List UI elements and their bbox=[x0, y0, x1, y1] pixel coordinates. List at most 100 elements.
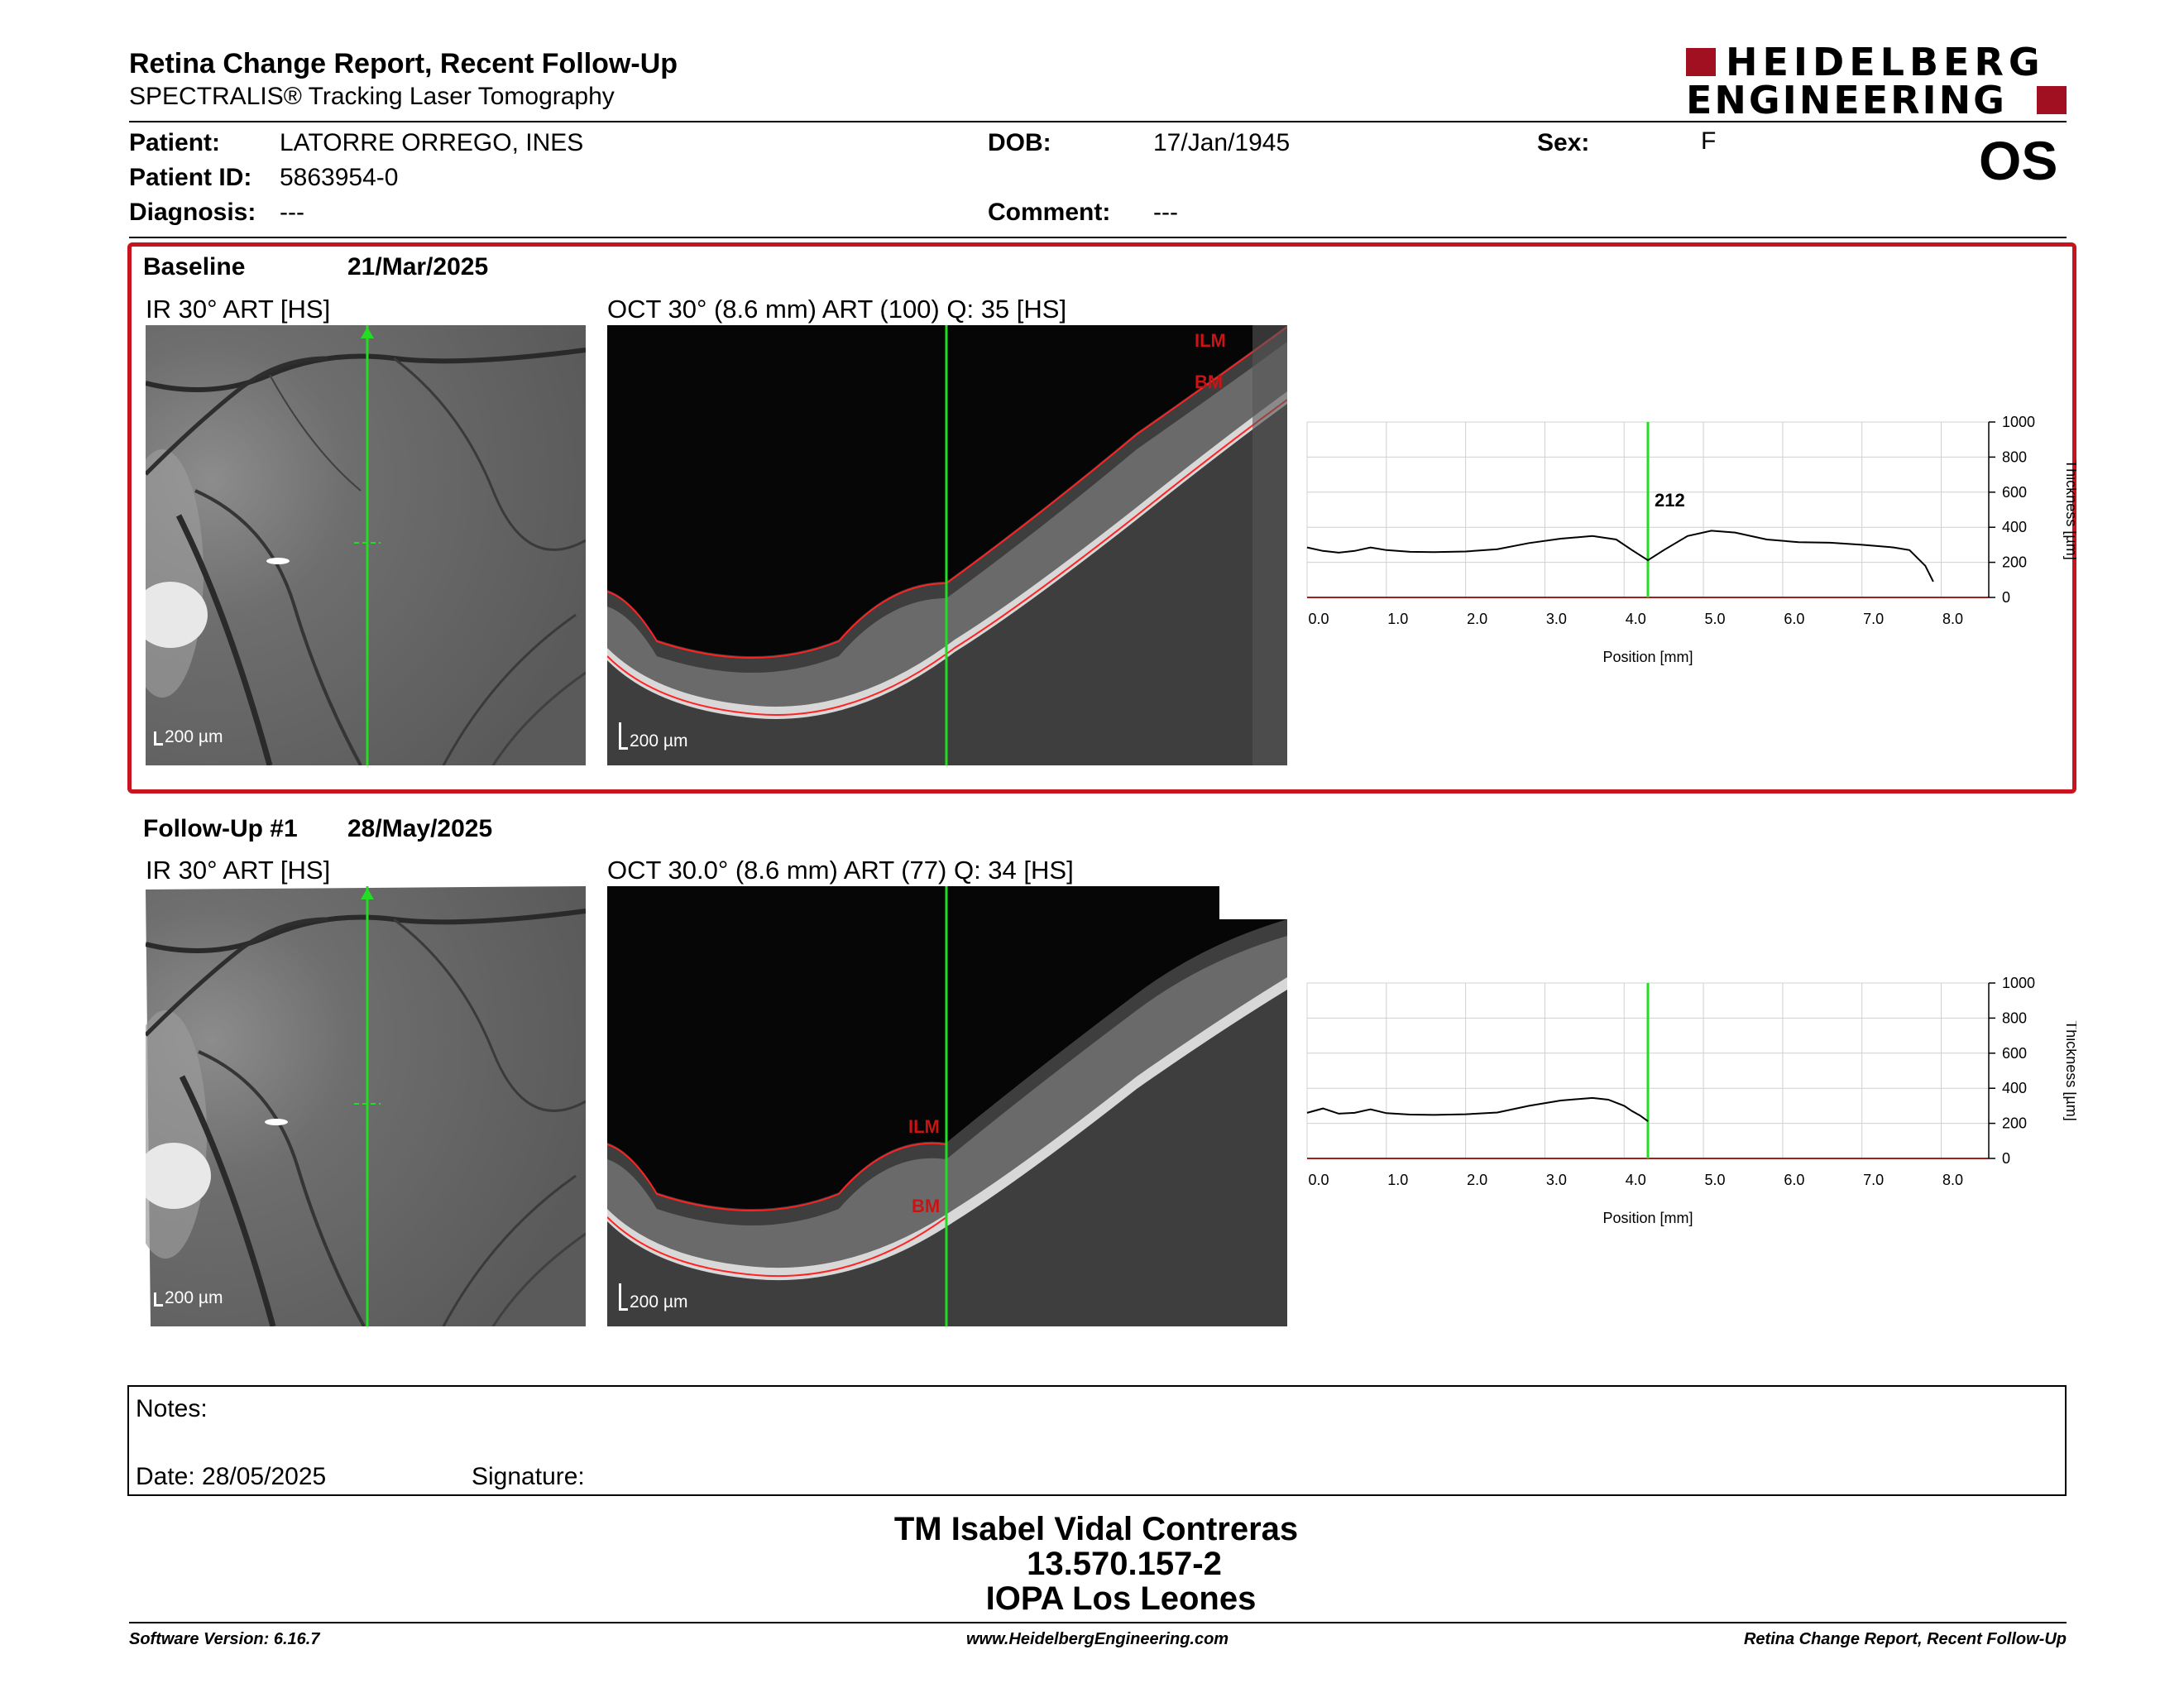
baseline-thickness-chart: 0.0 1.0 2.0 3.0 4.0 5.0 6.0 7.0 8.0 0 200 400 600 800… bbox=[1306, 414, 2076, 665]
followup-oct-scale: 200 µm bbox=[619, 1283, 687, 1312]
scale-bar-icon bbox=[154, 1292, 163, 1307]
footer-report-name: Retina Change Report, Recent Follow-Up bbox=[1743, 1630, 2067, 1648]
patient-divider bbox=[129, 237, 2067, 238]
thickness-series-line bbox=[1306, 530, 1934, 583]
scale-bar-icon bbox=[154, 731, 163, 746]
notes-date: Date: 28/05/2025 bbox=[136, 1463, 327, 1490]
y-tick-label: 800 bbox=[2002, 448, 2027, 465]
comment-label: Comment: bbox=[988, 199, 1111, 226]
heidelberg-logo: HEIDELBERG ENGINEERING bbox=[1686, 40, 2068, 122]
baseline-ilm-label: ILM bbox=[1195, 330, 1226, 351]
logo-square-top bbox=[1686, 48, 1716, 76]
footer-divider bbox=[129, 1622, 2067, 1623]
marker-value-label: 212 bbox=[1655, 490, 1685, 511]
baseline-bm-label: BM bbox=[1195, 372, 1224, 392]
baseline-oct-scale: 200 µm bbox=[619, 722, 687, 751]
x-tick-label: 5.0 bbox=[1705, 611, 1726, 627]
baseline-oct-scale-text: 200 µm bbox=[630, 731, 688, 750]
scale-bar-icon bbox=[619, 722, 628, 750]
scale-bar-icon bbox=[619, 1283, 628, 1311]
followup-date: 28/May/2025 bbox=[347, 815, 493, 842]
dob-value: 17/Jan/1945 bbox=[1153, 129, 1291, 156]
y-tick-label: 600 bbox=[2002, 1045, 2027, 1062]
x-tick-label: 7.0 bbox=[1863, 1172, 1884, 1188]
x-tick-label: 1.0 bbox=[1387, 1172, 1408, 1188]
y-axis-label: Thickness [µm] bbox=[2063, 459, 2076, 559]
followup-ir-scale-text: 200 µm bbox=[165, 1288, 223, 1307]
x-tick-label: 4.0 bbox=[1626, 611, 1646, 627]
logo-square-bottom bbox=[2037, 86, 2067, 114]
website-link[interactable]: www.HeidelbergEngineering.com bbox=[966, 1630, 1229, 1648]
baseline-ir-fundus-image[interactable]: 200 µm bbox=[146, 325, 586, 765]
baseline-ir-scale: 200 µm bbox=[154, 727, 223, 747]
y-tick-label: 200 bbox=[2002, 554, 2027, 571]
diagnosis-value: --- bbox=[280, 199, 304, 226]
followup-ir-fundus-image[interactable]: 200 µm bbox=[146, 886, 586, 1326]
logo-text-heidelberg: HEIDELBERG bbox=[1726, 40, 2045, 84]
software-version: Software Version: 6.16.7 bbox=[129, 1630, 320, 1648]
baseline-oct-bscan-image[interactable]: ILM BM 200 µm bbox=[607, 325, 1287, 765]
x-tick-label: 6.0 bbox=[1784, 1172, 1804, 1188]
followup-label: Follow-Up #1 bbox=[143, 815, 298, 842]
y-tick-label: 0 bbox=[2002, 1150, 2010, 1167]
y-tick-label: 200 bbox=[2002, 1115, 2027, 1132]
baseline-date: 21/Mar/2025 bbox=[347, 253, 489, 281]
patient-id-label: Patient ID: bbox=[129, 164, 252, 191]
x-tick-label: 2.0 bbox=[1467, 611, 1487, 627]
x-tick-label: 5.0 bbox=[1705, 1172, 1726, 1188]
y-tick-label: 800 bbox=[2002, 1009, 2027, 1026]
x-tick-label: 4.0 bbox=[1626, 1172, 1646, 1188]
signer-name: TM Isabel Vidal Contreras bbox=[893, 1511, 1299, 1547]
x-tick-label: 7.0 bbox=[1863, 611, 1884, 627]
x-tick-label: 3.0 bbox=[1546, 611, 1567, 627]
patient-label: Patient: bbox=[129, 129, 221, 156]
followup-oct-label: OCT 30.0° (8.6 mm) ART (77) Q: 34 [HS] bbox=[607, 856, 1074, 885]
y-tick-label: 1000 bbox=[2002, 975, 2035, 991]
header-divider bbox=[129, 121, 2067, 122]
notes-box[interactable]: Notes: Date: 28/05/2025 Signature: bbox=[127, 1385, 2067, 1496]
y-tick-label: 0 bbox=[2002, 589, 2010, 606]
x-tick-label: 2.0 bbox=[1467, 1172, 1487, 1188]
followup-thickness-chart: 0.0 1.0 2.0 3.0 4.0 5.0 6.0 7.0 8.0 0 200 400 600 800… bbox=[1306, 975, 2076, 1226]
signer-institution: IOPA Los Leones bbox=[985, 1580, 1257, 1617]
baseline-label: Baseline bbox=[143, 253, 246, 281]
x-axis-label: Position [mm] bbox=[1602, 1210, 1693, 1226]
x-tick-label: 8.0 bbox=[1942, 611, 1963, 627]
signature-label: Signature: bbox=[472, 1463, 585, 1490]
y-tick-label: 400 bbox=[2002, 519, 2027, 535]
followup-ir-scale: 200 µm bbox=[154, 1288, 223, 1308]
eye-indicator: OS bbox=[1979, 130, 2058, 191]
x-tick-label: 6.0 bbox=[1784, 611, 1804, 627]
patient-id-value: 5863954-0 bbox=[280, 164, 399, 191]
y-tick-label: 1000 bbox=[2002, 414, 2035, 430]
x-tick-label: 0.0 bbox=[1308, 1172, 1329, 1188]
y-tick-label: 400 bbox=[2002, 1080, 2027, 1096]
baseline-oct-label: OCT 30° (8.6 mm) ART (100) Q: 35 [HS] bbox=[607, 295, 1067, 324]
signer-id: 13.570.157-2 bbox=[1027, 1546, 1222, 1582]
x-tick-label: 8.0 bbox=[1942, 1172, 1963, 1188]
report-title: Retina Change Report, Recent Follow-Up bbox=[129, 48, 678, 79]
x-tick-label: 3.0 bbox=[1546, 1172, 1567, 1188]
x-tick-label: 0.0 bbox=[1308, 611, 1329, 627]
followup-ir-label: IR 30° ART [HS] bbox=[146, 856, 331, 885]
notes-label: Notes: bbox=[136, 1395, 208, 1422]
patient-name: LATORRE ORREGO, INES bbox=[280, 129, 584, 156]
baseline-ir-scale-text: 200 µm bbox=[165, 727, 223, 746]
x-tick-label: 1.0 bbox=[1387, 611, 1408, 627]
x-axis-label: Position [mm] bbox=[1602, 649, 1693, 665]
sex-label: Sex: bbox=[1537, 129, 1590, 156]
followup-oct-bscan-image[interactable]: ILM BM 200 µm bbox=[607, 886, 1287, 1326]
report-subtitle: SPECTRALIS® Tracking Laser Tomography bbox=[129, 83, 615, 110]
comment-value: --- bbox=[1153, 199, 1178, 226]
logo-text-engineering: ENGINEERING bbox=[1686, 78, 2007, 122]
baseline-ir-label: IR 30° ART [HS] bbox=[146, 295, 331, 324]
dob-label: DOB: bbox=[988, 129, 1051, 156]
sex-value: F bbox=[1701, 127, 1717, 155]
y-tick-label: 600 bbox=[2002, 484, 2027, 501]
followup-oct-scale-text: 200 µm bbox=[630, 1292, 688, 1312]
followup-bm-label: BM bbox=[912, 1196, 941, 1216]
followup-ilm-label: ILM bbox=[908, 1116, 940, 1137]
thickness-series-line bbox=[1306, 1096, 1649, 1122]
y-axis-label: Thickness [µm] bbox=[2063, 1020, 2076, 1120]
baseline-highlight-frame bbox=[127, 242, 2076, 794]
